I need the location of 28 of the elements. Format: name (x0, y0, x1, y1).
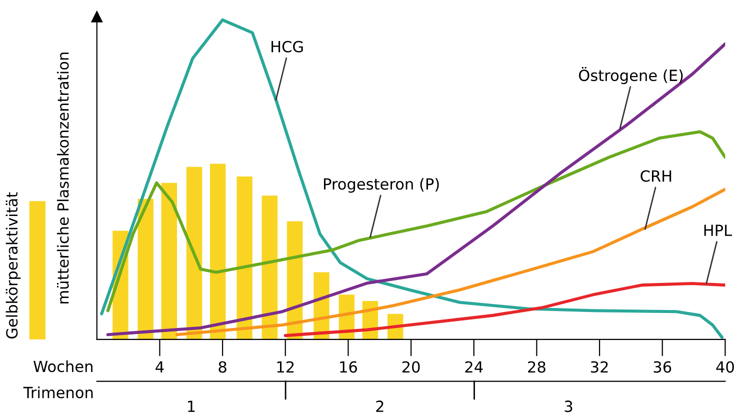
annotation: Östrogene (E) (578, 67, 683, 84)
x-tick-label: 4 (156, 361, 164, 373)
x-tick-label: 12 (277, 361, 294, 373)
x-tick-label: 16 (340, 361, 357, 373)
annotation: HCG (272, 40, 303, 52)
bar (161, 182, 177, 340)
bar (210, 164, 226, 340)
x-tick-label: 36 (654, 361, 672, 373)
x-tick-label: 32 (590, 361, 608, 373)
x2-tick-label: 1 (188, 400, 195, 412)
x-tick-label: 20 (402, 361, 420, 373)
bar (262, 196, 278, 340)
y-axis-title: mütterliche Plasmakonzentration (56, 52, 69, 304)
annotation: Progesteron (P) (324, 178, 439, 193)
x-tick-label: 24 (465, 361, 483, 373)
annotation: HPL (704, 224, 732, 236)
x-axis-title: Wochen (34, 360, 92, 372)
x2-axis-title: Trimenon (23, 386, 93, 398)
annotation: CRH (640, 170, 672, 182)
bar (138, 198, 154, 340)
bar (236, 176, 252, 340)
x-tick-label: 40 (716, 361, 734, 373)
x-tick-label: 28 (528, 361, 546, 373)
bar (186, 166, 202, 340)
text: Gelbkörperaktivität (6, 192, 21, 339)
x2-tick-label: 2 (376, 400, 384, 412)
x-tick-label: 8 (218, 361, 226, 373)
x2-tick-label: 3 (564, 400, 572, 412)
